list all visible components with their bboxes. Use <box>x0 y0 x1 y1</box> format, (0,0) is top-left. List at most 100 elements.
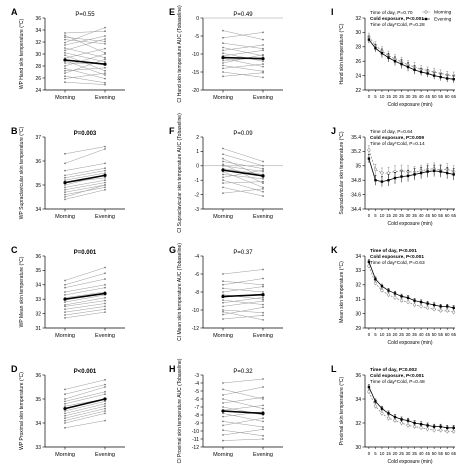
data-point-morning <box>419 304 423 308</box>
participant-point <box>104 302 106 305</box>
participant-point <box>64 54 66 57</box>
participant-line <box>64 72 106 79</box>
participant-line <box>222 188 264 194</box>
data-point-morning <box>432 428 436 432</box>
participant-point <box>64 304 66 306</box>
x-tick-label: 40 <box>419 213 424 218</box>
participant-point <box>104 299 106 302</box>
participant-point <box>104 77 106 80</box>
data-point-evening <box>432 425 436 428</box>
data-point-evening <box>380 52 384 55</box>
participant-point <box>64 69 66 72</box>
y-tick-label: -5 <box>195 389 200 395</box>
participant-point <box>262 47 264 50</box>
participant-point <box>64 410 66 412</box>
y-tick-label: -6 <box>195 397 200 403</box>
participant-point <box>64 308 66 311</box>
data-point-evening <box>367 38 371 41</box>
participant-point <box>64 67 66 70</box>
participant-line <box>64 278 106 288</box>
participant-point <box>262 428 264 431</box>
y-tick-label: 37 <box>35 135 41 141</box>
panel-letter: C <box>11 245 18 255</box>
x-axis-label: Cold exposure (min) <box>387 340 432 346</box>
participant-point <box>104 169 106 172</box>
data-point-morning <box>373 404 377 408</box>
mean-line <box>64 174 106 184</box>
participant-point <box>64 179 66 182</box>
participant-line <box>64 297 106 306</box>
y-tick-label: -5 <box>195 34 200 40</box>
participant-line <box>64 81 106 85</box>
data-point-evening <box>393 415 397 419</box>
participant-point <box>222 310 224 313</box>
mean-point <box>63 297 67 301</box>
participant-point <box>262 190 264 193</box>
p-value: P=0.09 <box>233 131 253 137</box>
data-point-morning <box>445 309 449 313</box>
participant-point <box>262 160 264 163</box>
participant-point <box>222 42 224 45</box>
participant-line <box>222 315 264 320</box>
participant-point <box>262 31 264 34</box>
data-point-evening <box>426 424 429 427</box>
mean-point <box>261 411 265 415</box>
participant-line <box>222 307 264 315</box>
y-tick-label: -4 <box>195 254 200 260</box>
x-category-label: Morning <box>55 452 75 458</box>
participant-point <box>64 51 66 54</box>
participant-line <box>64 167 106 176</box>
participant-line <box>222 309 264 313</box>
participant-point <box>64 62 66 64</box>
participant-point <box>64 191 66 194</box>
y-tick-label: 32 <box>35 40 41 46</box>
participant-point <box>104 400 106 403</box>
x-tick-label: 0 <box>368 451 371 456</box>
stats-line: Cold exposure, P<0.001 <box>370 16 424 22</box>
participant-line <box>222 421 264 428</box>
y-tick-label: 35 <box>35 397 41 403</box>
mean-line <box>222 293 264 298</box>
y-tick-label: 29 <box>355 326 361 332</box>
x-tick-label: 45 <box>425 332 430 337</box>
data-point-evening <box>374 179 377 182</box>
participant-point <box>262 300 264 302</box>
participant-line <box>222 44 264 51</box>
data-point-evening <box>374 47 377 50</box>
participant-point <box>104 266 106 269</box>
x-tick-label: 15 <box>386 213 391 218</box>
data-point-evening <box>439 425 442 428</box>
x-tick-label: 20 <box>393 94 398 99</box>
participant-line <box>222 53 264 62</box>
participant-line <box>64 294 106 303</box>
mean-line <box>222 169 264 177</box>
participant-point <box>64 34 66 37</box>
data-point-evening <box>419 171 423 175</box>
participant-point <box>64 301 66 303</box>
participant-point <box>262 186 264 189</box>
y-tick-label: 32 <box>355 283 361 289</box>
participant-point <box>104 72 106 75</box>
y-tick-label: 35 <box>35 268 41 274</box>
participant-point <box>104 286 106 289</box>
mean-point <box>221 168 225 172</box>
y-tick-label: 34.8 <box>351 178 361 184</box>
participant-point <box>64 305 66 308</box>
participant-line <box>64 35 106 54</box>
y-tick-label: 0 <box>196 16 199 22</box>
x-category-label: Evening <box>95 214 115 220</box>
data-point-morning <box>419 426 423 430</box>
participant-point <box>222 163 224 166</box>
participant-line <box>64 148 106 164</box>
participant-point <box>222 273 224 275</box>
panel-j: J 34.4 34.6 34.8 35 35.2 35.4 Supraclavicular s… <box>331 126 457 227</box>
participant-point <box>104 38 106 40</box>
participant-point <box>104 412 106 415</box>
participant-point <box>104 386 106 388</box>
x-tick-label: 45 <box>425 451 430 456</box>
participant-line <box>64 53 106 67</box>
participant-point <box>64 286 66 289</box>
x-tick-label: 65 <box>451 213 456 218</box>
x-tick-label: 60 <box>445 451 450 456</box>
data-point-morning <box>452 429 456 433</box>
